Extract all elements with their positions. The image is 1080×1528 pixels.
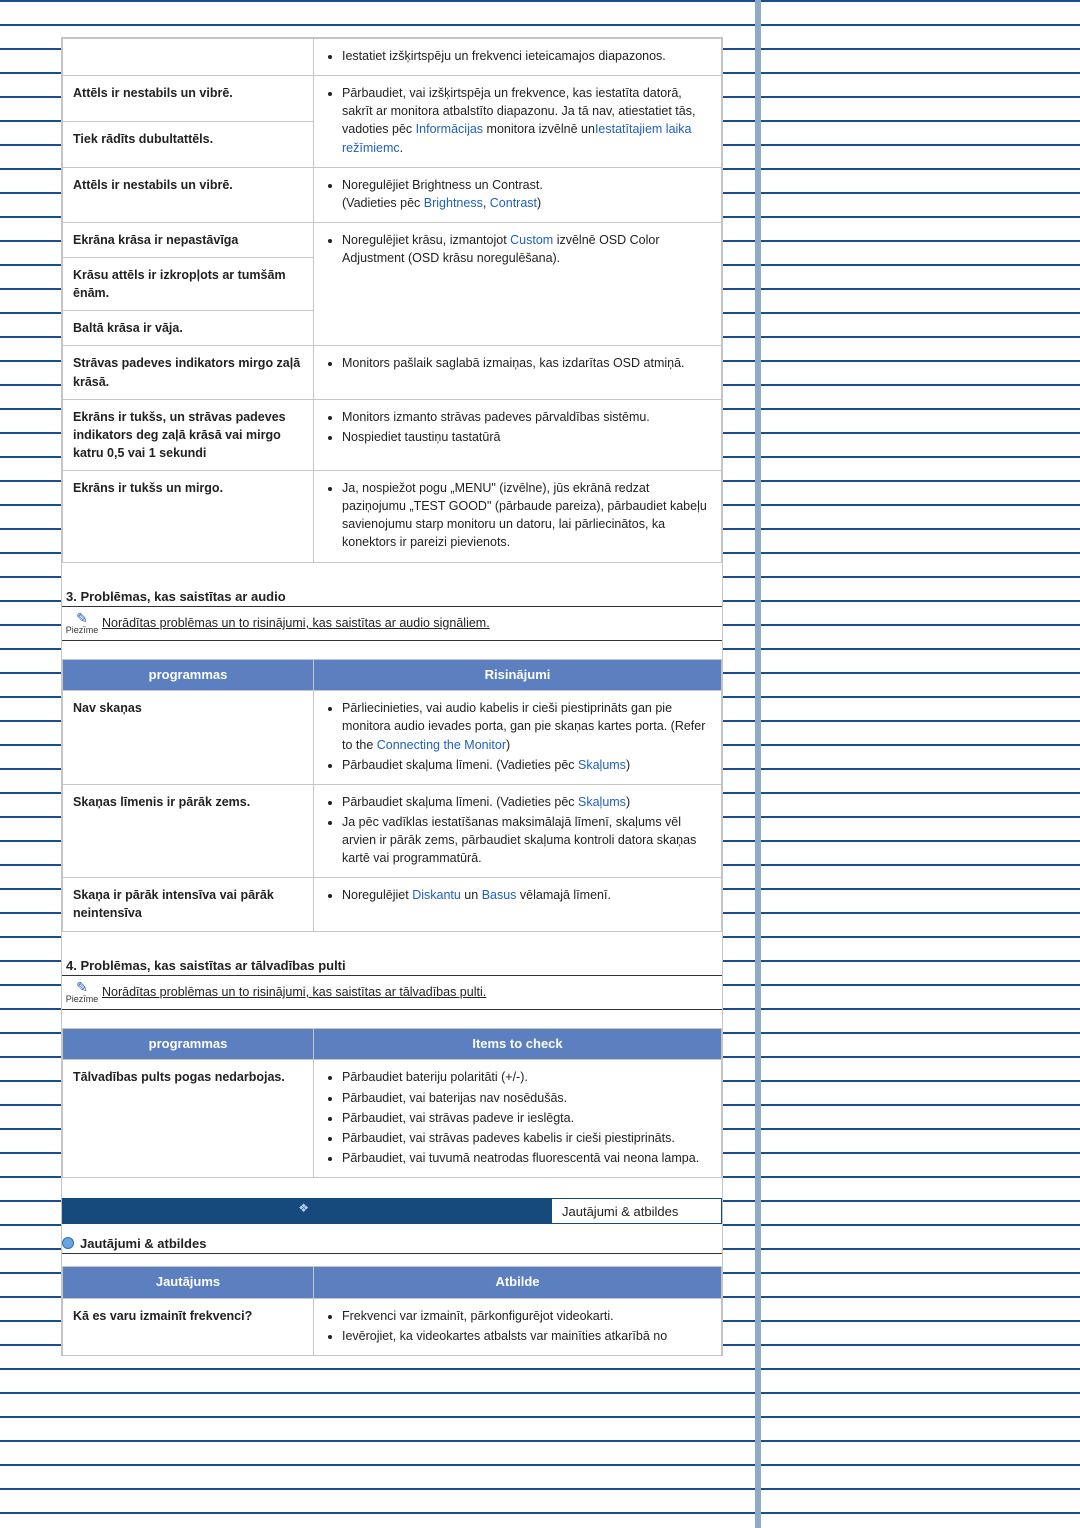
t1-symptom: Attēls ir nestabils un vibrē.	[63, 76, 314, 122]
t1-solution: Pārbaudiet, vai izšķirtspēja un frekvenc…	[314, 76, 722, 168]
t1-solution: Iestatiet izšķirtspēju un frekvenci iete…	[314, 39, 722, 76]
audio-th-programs: programmas	[63, 659, 314, 691]
qa-banner-mid	[312, 1198, 552, 1224]
note-icon: ✎ Piezīme	[62, 611, 102, 636]
audio-table: programmas Risinājumi Nav skaņas Pārliec…	[62, 659, 722, 932]
qa-th-answer: Atbilde	[314, 1267, 722, 1299]
t1-symptom: Ekrāna krāsa ir nepastāvīga	[63, 222, 314, 257]
t1-solution: Noregulējiet krāsu, izmantojot Custom iz…	[314, 222, 722, 346]
section3: 4. Problēmas, kas saistītas ar tālvadība…	[62, 956, 722, 1178]
t1-symptom: Attēls ir nestabils un vibrē.	[63, 167, 314, 222]
section2-heading: 3. Problēmas, kas saistītas ar audio	[62, 587, 722, 607]
page: Iestatiet izšķirtspēju un frekvenci iete…	[0, 0, 1080, 1528]
binder-divider	[755, 0, 761, 1528]
t1-symptom: Krāsu attēls ir izkropļots ar tumšām ēnā…	[63, 258, 314, 311]
t1-symptom: Ekrāns ir tukšs, un strāvas padeves indi…	[63, 399, 314, 470]
t1-symptom: Ekrāns ir tukšs un mirgo.	[63, 471, 314, 563]
qa-th-question: Jautājums	[63, 1267, 314, 1299]
table-symptom: Skaņas līmenis ir pārāk zems.	[63, 784, 314, 878]
t1-solution: Monitors pašlaik saglabā izmaiņas, kas i…	[314, 346, 722, 399]
pattern-icon: ❖	[298, 1201, 308, 1215]
section2-note-text: Norādītas problēmas un to risinājumi, ka…	[102, 616, 722, 630]
t1-solution: Ja, nospiežot pogu „MENU" (izvēlne), jūs…	[314, 471, 722, 563]
table-symptom: Kā es varu izmainīt frekvenci?	[63, 1298, 314, 1355]
remote-th-programs: programmas	[63, 1028, 314, 1060]
qa-banner-label: Jautājumi & atbildes	[552, 1198, 722, 1224]
table-solution: Pārbaudiet bateriju polaritāti (+/-).Pār…	[314, 1060, 722, 1178]
t1-solution: Monitors izmanto strāvas padeves pārvald…	[314, 399, 722, 470]
table-solution: Pārbaudiet skaļuma līmeni. (Vadieties pē…	[314, 784, 722, 878]
table-solution: Noregulējiet Diskantu un Basus vēlamajā …	[314, 878, 722, 931]
section3-note-text: Norādītas problēmas un to risinājumi, ka…	[102, 985, 722, 999]
table-symptom: Skaņa ir pārāk intensīva vai pārāk neint…	[63, 878, 314, 931]
t1-symptom	[63, 39, 314, 76]
qa-banner: ❖ Jautājumi & atbildes	[62, 1198, 722, 1224]
section2: 3. Problēmas, kas saistītas ar audio ✎ P…	[62, 587, 722, 932]
t1-symptom: Strāvas padeves indikators mirgo zaļā kr…	[63, 346, 314, 399]
table-solution: Pārliecinieties, vai audio kabelis ir ci…	[314, 691, 722, 785]
note-icon: ✎ Piezīme	[62, 980, 102, 1005]
table-symptom: Tālvadības pults pogas nedarbojas.	[63, 1060, 314, 1178]
t1-symptom: Baltā krāsa ir vāja.	[63, 311, 314, 346]
section2-note: ✎ Piezīme Norādītas problēmas un to risi…	[62, 607, 722, 641]
remote-table: programmas Items to check Tālvadības pul…	[62, 1028, 722, 1178]
table-solution: Frekvenci var izmainīt, pārkonfigurējot …	[314, 1298, 722, 1355]
qa-table: Jautājums Atbilde Kā es varu izmainīt fr…	[62, 1266, 722, 1355]
troubleshoot-table-1: Iestatiet izšķirtspēju un frekvenci iete…	[62, 38, 722, 563]
section3-note: ✎ Piezīme Norādītas problēmas un to risi…	[62, 976, 722, 1010]
audio-th-solutions: Risinājumi	[314, 659, 722, 691]
qa-sub-heading: Jautājumi & atbildes	[62, 1234, 722, 1254]
qa-banner-left: ❖	[62, 1198, 312, 1224]
remote-th-items: Items to check	[314, 1028, 722, 1060]
t1-symptom: Tiek rādīts dubultattēls.	[63, 121, 314, 167]
section3-heading: 4. Problēmas, kas saistītas ar tālvadība…	[62, 956, 722, 976]
content-column: Iestatiet izšķirtspēju un frekvenci iete…	[62, 38, 722, 1355]
table-symptom: Nav skaņas	[63, 691, 314, 785]
t1-solution: Noregulējiet Brightness un Contrast.(Vad…	[314, 167, 722, 222]
